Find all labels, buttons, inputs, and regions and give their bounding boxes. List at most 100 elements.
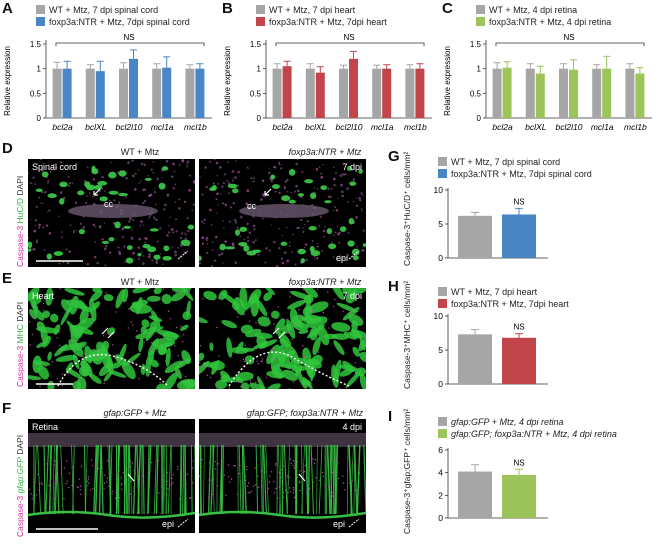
dapi-dot bbox=[180, 325, 182, 328]
dapi-dot bbox=[322, 312, 325, 314]
bar bbox=[458, 215, 492, 258]
dapi-dot bbox=[201, 242, 205, 245]
dapi-dot bbox=[125, 299, 127, 302]
dapi-dot bbox=[223, 474, 226, 476]
dapi-dot bbox=[109, 200, 111, 202]
dapi-dot bbox=[167, 310, 170, 312]
myocardium-fiber bbox=[76, 376, 87, 389]
myocardium-fiber bbox=[303, 288, 319, 298]
dapi-dot bbox=[215, 161, 219, 165]
myocardium-fiber bbox=[53, 324, 61, 335]
dapi-dot bbox=[199, 475, 201, 478]
muller-glia-fiber bbox=[108, 444, 112, 515]
dapi-dot bbox=[268, 481, 271, 483]
dapi-dot bbox=[188, 290, 191, 292]
legend-swatch-wt bbox=[36, 5, 45, 14]
dashed-arrow bbox=[177, 518, 189, 528]
dapi-dot bbox=[92, 488, 94, 490]
muller-glia-fiber bbox=[100, 444, 104, 515]
dapi-dot bbox=[120, 484, 123, 486]
dapi-dot bbox=[320, 172, 323, 175]
muller-glia-fiber bbox=[265, 444, 269, 515]
dapi-dot bbox=[118, 252, 122, 256]
dapi-dot bbox=[199, 262, 202, 265]
dapi-dot bbox=[173, 344, 176, 347]
neuron-cell bbox=[227, 183, 238, 189]
dapi-dot bbox=[276, 497, 279, 499]
dapi-dot bbox=[117, 246, 120, 249]
dapi-dot bbox=[49, 479, 52, 482]
muller-glia-fiber bbox=[162, 444, 165, 515]
bar bbox=[119, 68, 128, 118]
dapi-dot bbox=[322, 164, 324, 166]
dapi-dot bbox=[184, 237, 187, 240]
dapi-dot bbox=[321, 471, 324, 474]
neuron-cell bbox=[28, 241, 33, 249]
myocardium-fiber bbox=[90, 290, 103, 302]
dapi-dot bbox=[292, 233, 294, 236]
bar bbox=[152, 68, 162, 118]
muller-glia-fiber bbox=[127, 444, 129, 515]
myocardium-fiber bbox=[277, 345, 286, 364]
legend-swatch-ntr bbox=[256, 17, 265, 26]
d-side-hucd: HuC/D bbox=[15, 198, 25, 224]
dapi-dot bbox=[318, 166, 321, 168]
dapi-dot bbox=[76, 288, 78, 289]
dapi-dot bbox=[87, 485, 89, 487]
dapi-dot bbox=[238, 464, 241, 466]
dapi-dot bbox=[240, 385, 242, 388]
d-image-wt-art bbox=[28, 159, 195, 267]
muller-glia-fiber bbox=[207, 444, 212, 515]
dapi-dot bbox=[186, 473, 189, 475]
f-side-dapi: DAPI bbox=[15, 434, 25, 455]
neuron-cell bbox=[328, 243, 337, 250]
muller-glia-fiber bbox=[48, 444, 53, 515]
dapi-dot bbox=[237, 472, 240, 475]
dapi-dot bbox=[82, 226, 85, 229]
dapi-dot bbox=[313, 258, 316, 260]
y-tick-label: 1.5 bbox=[470, 40, 482, 49]
f-right-title: gfap:GFP; foxp3a:NTR + Mtz bbox=[246, 408, 364, 418]
myocardium-fiber bbox=[281, 369, 298, 381]
dapi-dot bbox=[280, 469, 283, 471]
myocardium-fiber bbox=[331, 322, 351, 332]
dapi-dot bbox=[52, 330, 55, 332]
dapi-dot bbox=[327, 291, 329, 293]
dapi-dot bbox=[45, 224, 49, 227]
dapi-dot bbox=[32, 176, 35, 179]
dapi-dot bbox=[69, 372, 72, 374]
dapi-dot bbox=[38, 293, 40, 296]
dapi-dot bbox=[257, 486, 260, 488]
dapi-dot bbox=[313, 462, 316, 465]
dapi-dot bbox=[109, 251, 112, 254]
y-axis-label: Relative expression bbox=[443, 46, 452, 116]
arrow-icon bbox=[127, 473, 135, 482]
dapi-dot bbox=[118, 201, 121, 204]
dapi-dot bbox=[324, 226, 326, 228]
x-tick-label: mcl1b bbox=[624, 122, 647, 132]
panel-letter-d: D bbox=[2, 140, 13, 157]
dapi-dot bbox=[262, 338, 265, 340]
dapi-dot bbox=[192, 467, 194, 469]
dapi-dot bbox=[278, 191, 281, 194]
dapi-dot bbox=[42, 309, 45, 311]
dapi-dot bbox=[187, 229, 190, 233]
dapi-dot bbox=[252, 180, 255, 183]
dapi-dot bbox=[106, 368, 109, 370]
dapi-dot bbox=[34, 481, 36, 484]
bar bbox=[339, 68, 348, 118]
dapi-dot bbox=[294, 190, 297, 193]
myocardium-fiber bbox=[153, 288, 162, 295]
dapi-dot bbox=[322, 229, 326, 233]
y-tick-label: 0 bbox=[477, 114, 482, 123]
dapi-dot bbox=[234, 464, 236, 467]
myocardium-fiber bbox=[45, 288, 54, 306]
neuron-cell bbox=[348, 218, 355, 225]
dapi-dot bbox=[76, 324, 79, 327]
x-tick-label: bcl2a bbox=[272, 122, 293, 132]
dapi-dot bbox=[305, 258, 308, 262]
dapi-dot bbox=[356, 490, 358, 492]
dapi-dot bbox=[47, 167, 50, 170]
dapi-dot bbox=[53, 464, 56, 466]
dapi-dot bbox=[222, 182, 226, 185]
